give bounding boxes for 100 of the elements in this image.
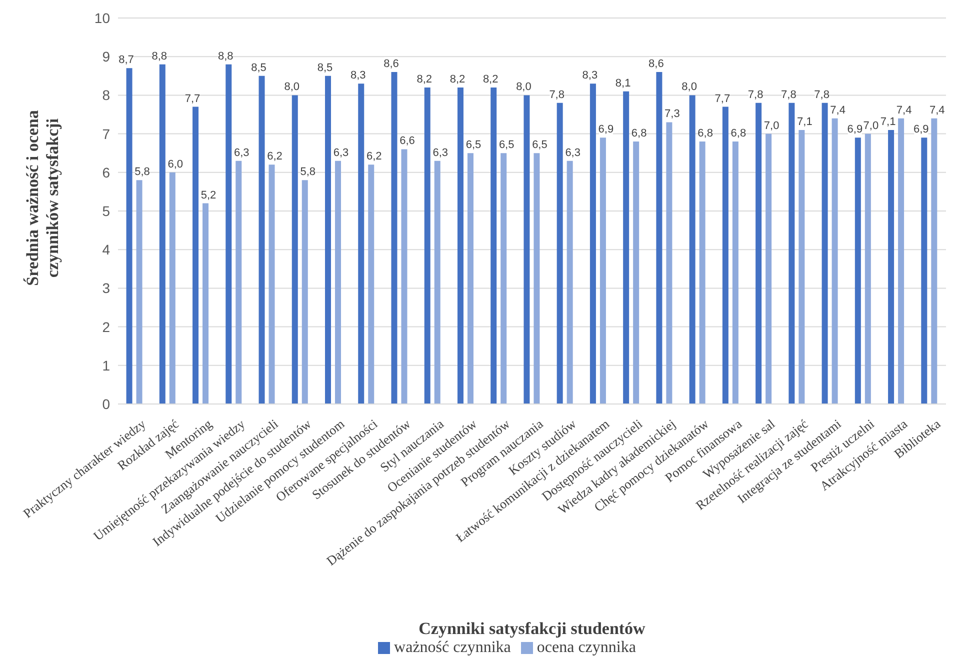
bar <box>921 138 928 404</box>
data-label: 6,6 <box>400 135 415 148</box>
bar <box>524 95 530 404</box>
bar <box>666 122 672 404</box>
data-label: 6,9 <box>847 124 863 136</box>
bar <box>888 130 894 404</box>
data-label: 6,3 <box>432 146 448 159</box>
data-label: 8,5 <box>251 62 266 74</box>
data-label: 7,0 <box>764 120 780 132</box>
bar <box>358 84 364 404</box>
data-label: 8,3 <box>350 70 366 82</box>
bar <box>335 160 341 404</box>
data-label: 8,1 <box>615 77 631 90</box>
data-label: 8,5 <box>317 62 333 74</box>
bar <box>699 142 706 404</box>
data-label: 5,8 <box>300 166 316 178</box>
bar <box>500 153 507 404</box>
bar <box>268 164 275 404</box>
bar <box>302 180 308 404</box>
bar <box>401 149 408 404</box>
bar <box>898 118 904 404</box>
bar <box>368 164 374 404</box>
data-label: 6,5 <box>532 139 548 152</box>
data-label: 6,0 <box>168 158 184 170</box>
bar <box>202 203 209 404</box>
legend-label: ocena czynnika <box>536 639 636 656</box>
bar <box>656 72 662 404</box>
data-label: 8,2 <box>450 73 466 86</box>
data-label: 6,3 <box>333 146 349 159</box>
data-label: 8,0 <box>682 81 697 94</box>
bar <box>756 102 762 404</box>
bar <box>633 142 640 404</box>
data-label: 8,7 <box>118 54 134 66</box>
y-tick-label: 3 <box>102 280 110 296</box>
bar <box>766 134 772 404</box>
data-label: 6,5 <box>498 139 514 152</box>
data-label: 8,6 <box>384 58 399 70</box>
data-label: 7,7 <box>714 92 730 105</box>
bar <box>258 76 265 404</box>
data-label: 5,2 <box>200 189 216 202</box>
data-label: 8,2 <box>482 73 498 86</box>
bar <box>325 76 331 404</box>
bar <box>136 180 142 404</box>
data-label: 8,0 <box>516 81 532 94</box>
bar <box>226 64 232 404</box>
bar <box>467 153 474 404</box>
y-tick-label: 1 <box>102 357 110 374</box>
bar <box>689 95 696 404</box>
data-label: 7,0 <box>863 120 879 132</box>
data-label: 6,8 <box>730 128 746 140</box>
bar <box>788 102 795 404</box>
data-label: 8,8 <box>152 50 168 62</box>
data-label: 6,3 <box>565 146 580 159</box>
bar <box>391 72 398 404</box>
y-tick-label: 0 <box>102 396 110 412</box>
data-label: 6,2 <box>366 150 382 163</box>
bar <box>798 130 805 404</box>
legend-label: ważność czynnika <box>394 639 511 656</box>
y-axis-title: Średnia ważność i ocena czynników satysfakcji <box>23 109 63 288</box>
data-label: 7,1 <box>797 116 812 128</box>
y-tick-label: 10 <box>94 10 110 26</box>
bar <box>732 142 738 404</box>
data-label: 6,5 <box>466 139 482 152</box>
data-label: 6,8 <box>698 128 713 140</box>
data-label: 6,9 <box>914 124 929 136</box>
data-label: 7,8 <box>748 88 764 101</box>
bar <box>590 84 596 404</box>
data-label: 6,9 <box>598 124 614 136</box>
bar <box>623 91 630 404</box>
data-label: 7,8 <box>549 88 564 101</box>
bar <box>600 138 606 404</box>
data-label: 6,3 <box>234 146 250 159</box>
data-label: 7,8 <box>781 88 796 101</box>
y-tick-label: 4 <box>102 242 110 258</box>
data-label: 7,3 <box>664 108 680 120</box>
data-label: 8,0 <box>284 81 300 94</box>
y-tick-label: 7 <box>102 126 110 142</box>
bar <box>534 153 540 404</box>
y-tick-label: 9 <box>102 48 110 65</box>
y-tick-label: 2 <box>102 318 110 335</box>
data-label: 7,4 <box>896 104 912 116</box>
bar <box>931 118 938 404</box>
bar <box>556 102 563 404</box>
bar <box>434 160 440 404</box>
x-axis-title: Czynniki satysfakcji studentów <box>418 619 646 638</box>
bar <box>566 160 573 404</box>
data-label: 7,1 <box>880 116 896 128</box>
bar <box>192 106 199 404</box>
data-label: 6,2 <box>267 150 282 163</box>
bar <box>236 160 242 404</box>
data-label: 7,4 <box>830 104 846 116</box>
data-label: 6,8 <box>631 128 647 140</box>
data-label: 8,6 <box>648 58 664 70</box>
bar <box>424 87 430 404</box>
bar <box>159 64 166 404</box>
bar <box>292 95 298 404</box>
y-tick-label: 8 <box>102 87 110 104</box>
data-label: 5,8 <box>134 166 150 178</box>
bar <box>490 87 497 404</box>
bar <box>169 172 176 404</box>
